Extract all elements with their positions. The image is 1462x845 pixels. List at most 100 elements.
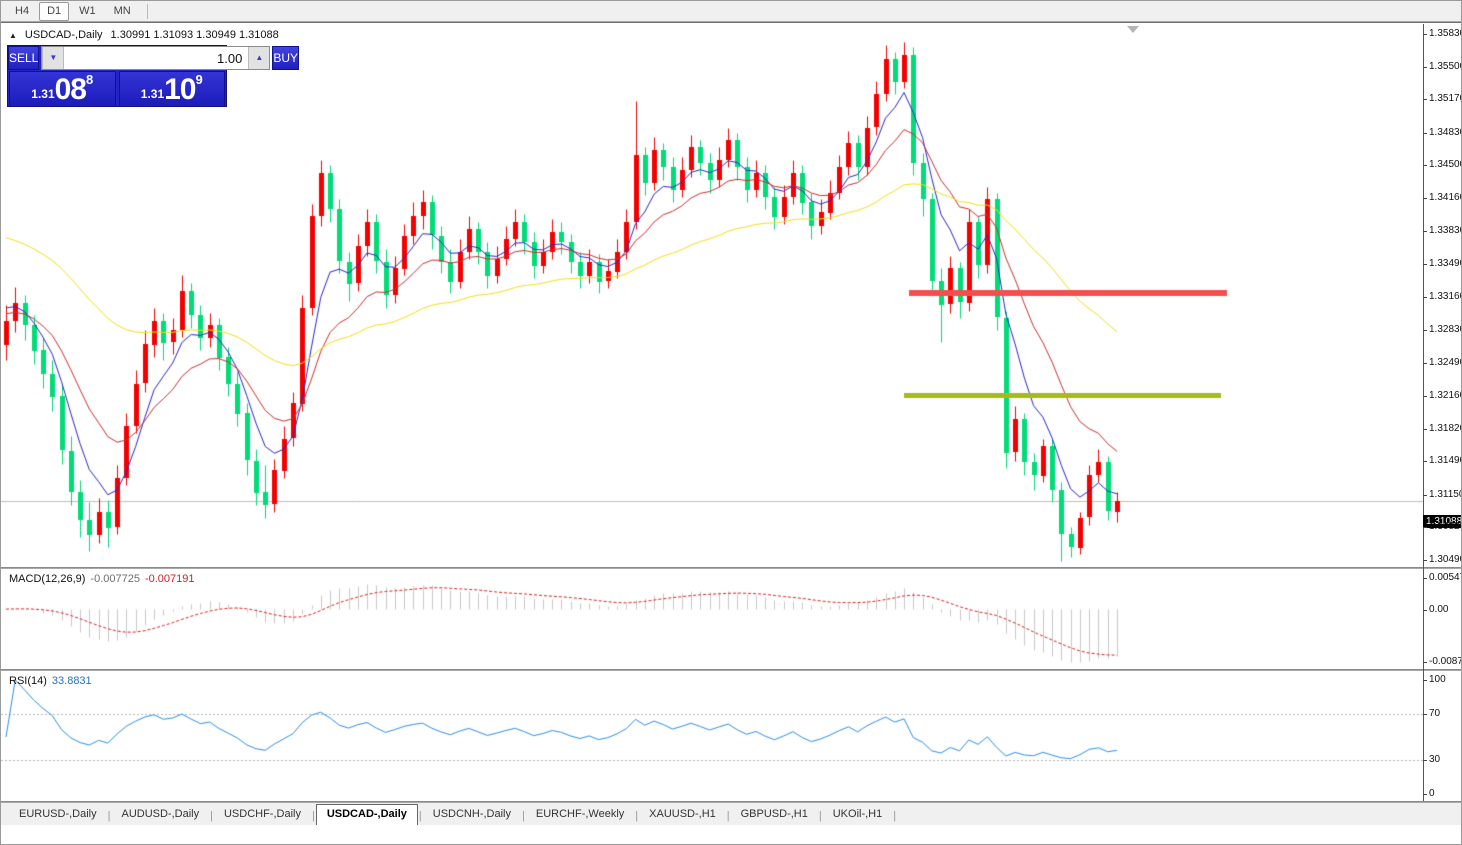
buy-price-prefix: 1.31 — [140, 87, 165, 101]
timeframe-button-h4[interactable]: H4 — [15, 4, 30, 17]
tab-separator: | — [726, 810, 730, 822]
price-axis-label: 1.31820 — [1429, 423, 1462, 434]
chart-tab-eurusddaily[interactable]: EURUSD-,Daily — [19, 808, 97, 820]
macd-indicator-label: MACD(12,26,9) -0.007725 -0.007191 — [9, 573, 195, 585]
chart-tab-usdchfdaily[interactable]: USDCHF-,Daily — [223, 808, 301, 820]
axis-tick — [1423, 198, 1427, 199]
tab-separator: | — [418, 810, 422, 822]
axis-tick — [1423, 680, 1427, 681]
chart-tab-bar: EURUSD-,Daily | AUDUSD-,Daily | USDCHF-,Dail… — [1, 802, 1461, 825]
macd-name: MACD(12,26,9) — [9, 573, 86, 585]
chart-tab-usdcnhdaily[interactable]: USDCNH-,Daily — [432, 808, 511, 820]
rsi-axis-label: 70 — [1429, 708, 1441, 720]
volume-spinner: ▼ ▲ — [41, 46, 271, 70]
chart-tab-usdcaddaily[interactable]: USDCAD-,Daily — [315, 804, 418, 825]
macd-axis-min: -0.008752 — [1429, 656, 1461, 667]
chart-window: ▲ USDCAD-,Daily 1.30991 1.31093 1.30949 … — [1, 22, 1462, 844]
chart-tab-audusddaily[interactable]: AUDUSD-,Daily — [121, 808, 200, 820]
price-axis-label: 1.31490 — [1429, 455, 1462, 466]
volume-decrease-icon[interactable]: ▼ — [42, 47, 65, 69]
buy-button[interactable]: BUY — [272, 46, 300, 70]
chart-shift-marker-icon[interactable] — [1127, 26, 1139, 33]
axis-tick — [1423, 297, 1427, 298]
rsi-indicator-label: RSI(14) 33.8831 — [9, 675, 92, 687]
price-axis-label: 1.35830 — [1429, 28, 1462, 39]
sell-price-main: 08 — [54, 73, 87, 106]
axis-tick — [1423, 264, 1427, 265]
axis-tick — [1423, 759, 1427, 761]
toolbar-separator — [146, 3, 148, 19]
price-axis-label: 1.32160 — [1429, 390, 1462, 401]
tab-separator: | — [107, 810, 111, 822]
axis-tick — [1423, 662, 1427, 663]
axis-tick — [1423, 578, 1427, 579]
sell-button[interactable]: SELL — [8, 46, 40, 70]
macd-axis-zero: 0.00 — [1429, 603, 1449, 615]
tab-separator: | — [635, 810, 639, 822]
sell-price-display[interactable]: 1.31 08 8 — [9, 71, 116, 107]
price-axis-label: 1.33160 — [1429, 291, 1462, 302]
tab-separator: | — [522, 810, 525, 822]
price-axis-label: 1.33490 — [1429, 258, 1462, 269]
axis-tick — [1423, 527, 1427, 528]
axis-tick — [1423, 330, 1427, 331]
chart-tab-gbpusdh1[interactable]: GBPUSD-,H1 — [740, 808, 808, 820]
axis-tick — [1423, 714, 1427, 716]
rsi-axis-label: 0 — [1429, 788, 1435, 799]
timeframe-toolbar: H4 D1 W1 MN — [1, 1, 1461, 22]
axis-tick — [1423, 609, 1427, 611]
price-axis-label: 1.35500 — [1429, 61, 1462, 72]
rsi-axis-label: 100 — [1429, 674, 1446, 685]
main-chart-canvas[interactable] — [1, 24, 1423, 567]
chart-tab-xauusdh1[interactable]: XAUUSD-,H1 — [649, 808, 716, 820]
timeframe-button-w1[interactable]: W1 — [79, 4, 96, 17]
chart-tab-eurchfweekly[interactable]: EURCHF-,Weekly — [535, 808, 625, 820]
axis-tick — [1423, 133, 1427, 134]
price-axis-border — [1423, 24, 1424, 801]
tab-separator: | — [893, 810, 897, 822]
current-price-tag: 1.31088 — [1423, 515, 1461, 529]
chart-tab-ukoilh1[interactable]: UKOil-,H1 — [832, 808, 883, 820]
price-axis-label: 1.34500 — [1429, 159, 1462, 170]
timeframe-button-mn[interactable]: MN — [113, 4, 131, 17]
axis-tick — [1423, 34, 1427, 35]
axis-tick — [1423, 165, 1427, 166]
tab-separator: | — [311, 810, 315, 822]
ohlc-values: 1.30991 1.31093 1.30949 1.31088 — [110, 29, 279, 41]
price-axis-label: 1.35170 — [1429, 93, 1462, 104]
price-axis-label: 1.30490 — [1429, 554, 1462, 565]
price-axis-label: 1.32830 — [1429, 324, 1462, 335]
sell-price-prefix: 1.31 — [31, 87, 55, 101]
rsi-name: RSI(14) — [9, 675, 47, 687]
chart-title: ▲ USDCAD-,Daily 1.30991 1.31093 1.30949 … — [9, 29, 279, 41]
symbol-collapse-icon[interactable]: ▲ — [9, 30, 17, 40]
rsi-pane-canvas[interactable] — [1, 672, 1423, 800]
macd-pane-canvas[interactable] — [1, 570, 1423, 668]
macd-main-value: -0.007725 — [90, 573, 140, 585]
axis-tick — [1423, 67, 1427, 68]
pane-separator-rsi[interactable] — [1, 669, 1461, 671]
price-axis-label: 1.31150 — [1429, 489, 1462, 500]
axis-tick — [1423, 560, 1427, 561]
volume-increase-icon[interactable]: ▲ — [248, 47, 270, 69]
price-axis-label: 1.30820 — [1429, 521, 1462, 532]
axis-tick — [1423, 396, 1427, 397]
buy-price-display[interactable]: 1.31 10 9 — [118, 71, 225, 107]
axis-tick — [1423, 794, 1427, 795]
pane-separator-macd[interactable] — [1, 567, 1461, 569]
axis-tick — [1423, 231, 1427, 232]
axis-tick — [1423, 495, 1427, 496]
buy-price-pip: 9 — [195, 72, 203, 87]
price-axis-label: 1.34830 — [1429, 127, 1462, 138]
symbol-name: USDCAD-,Daily — [24, 29, 103, 41]
rsi-axis-label: 30 — [1429, 753, 1441, 765]
timeframe-button-d1[interactable]: D1 — [39, 1, 70, 21]
volume-input[interactable] — [64, 47, 249, 69]
axis-tick — [1423, 99, 1427, 100]
axis-tick — [1423, 363, 1427, 364]
macd-signal-value: -0.007191 — [144, 573, 195, 585]
axis-tick — [1423, 429, 1427, 430]
rsi-value: 33.8831 — [51, 675, 92, 687]
sell-price-pip: 8 — [86, 72, 94, 87]
